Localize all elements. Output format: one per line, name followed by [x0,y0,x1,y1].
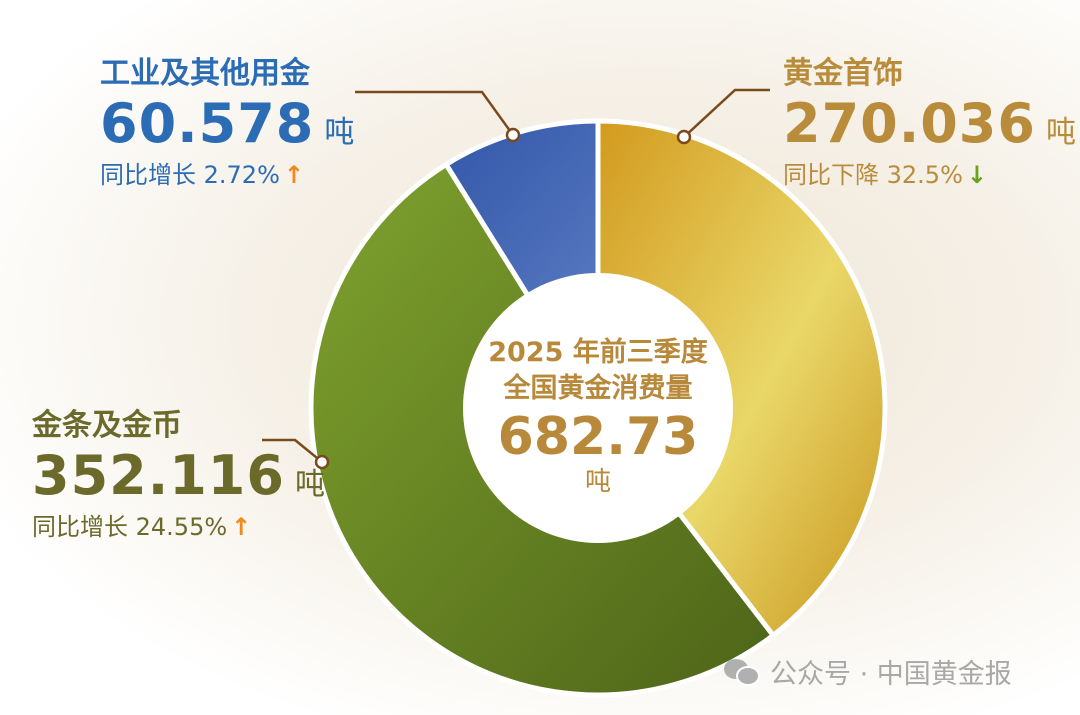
center-line2: 全国黄金消费量 [503,373,693,404]
leader-line-bars [262,438,323,463]
wechat-icon [724,658,760,686]
center-unit: 吨 [584,467,611,497]
leader-dot-jewelry [676,129,692,145]
slice-name: 工业及其他用金 [100,56,310,91]
center-total: 2025 年前三季度 全国黄金消费量 682.73 吨 [463,335,733,497]
slice-unit: 吨 [324,115,355,150]
slice-yoy: 同比下降 32.5% [783,161,963,189]
slice-value: 270.036 [783,92,1036,155]
slice-value: 60.578 [100,92,315,155]
watermark: 公众号 · 中国黄金报 [722,652,1012,691]
donut-hole [463,273,733,543]
leader-dot-industrial [505,127,521,143]
center-value: 682.73 [497,407,699,467]
slice-name: 黄金首饰 [783,56,903,91]
slice-yoy: 同比增长 24.55% [32,513,228,541]
leader-line-industrial [355,90,515,136]
label-jewelry: 黄金首饰 270.036 吨 同比下降 32.5% ↓ [783,48,1076,190]
slice-unit: 吨 [294,467,325,502]
arrow-up-icon: ↑ [283,161,304,189]
center-line1: 2025 年前三季度 [488,337,708,368]
arrow-down-icon: ↓ [966,161,987,189]
watermark-text: 公众号 · 中国黄金报 [770,659,1012,690]
leader-line-jewelry [683,88,770,138]
slice-unit: 吨 [1045,115,1076,150]
slice-name: 金条及金币 [32,408,182,443]
slice-yoy: 同比增长 2.72% [100,161,280,189]
slice-value: 352.116 [32,444,285,507]
leader-dot-bars [314,454,330,470]
arrow-up-icon: ↑ [231,513,252,541]
label-industrial: 工业及其他用金 60.578 吨 同比增长 2.72% ↑ [100,48,354,190]
label-bars-coins: 金条及金币 352.116 吨 同比增长 24.55% ↑ [32,400,325,542]
